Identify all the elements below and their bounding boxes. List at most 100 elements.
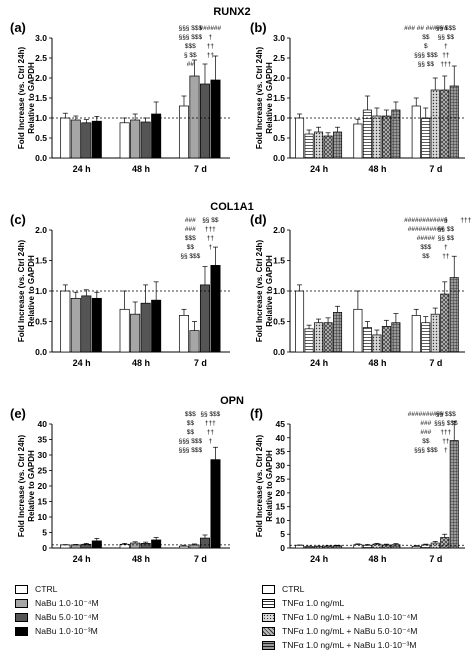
x-tick-label: 48 h bbox=[368, 358, 386, 368]
legend-item: CTRL bbox=[15, 582, 99, 596]
legend-label: NaBu 1.0·10⁻³M bbox=[35, 625, 98, 636]
significance-mark: †† bbox=[442, 253, 450, 260]
bar bbox=[81, 122, 92, 159]
bar bbox=[421, 117, 431, 159]
chart-panel: 0 5 10 15 20 25 30 35 40 45 (f) Fold Increase (vs. … bbox=[250, 406, 465, 564]
chart-panel: 0.0 0.5 1.0 1.5 2.0 (c) Fold Increase (vs. Ctr… bbox=[10, 212, 230, 368]
panel-label: (f) bbox=[250, 406, 263, 421]
significance-mark: †† bbox=[442, 52, 450, 59]
y-tick-label: 25 bbox=[38, 466, 48, 476]
y-tick-label: 20 bbox=[276, 488, 286, 498]
y-tick-label: 2.5 bbox=[35, 53, 47, 63]
bar bbox=[411, 105, 421, 159]
bar bbox=[323, 322, 333, 353]
legend-label: TNFα 1.0 ng/mL + NaBu 5.0·10⁻⁴M bbox=[282, 625, 418, 636]
y-tick-label: 10 bbox=[276, 515, 286, 525]
y-tick-label: 15 bbox=[38, 497, 48, 507]
x-tick-label: 7 d bbox=[429, 554, 442, 564]
legend-left: CTRL NaBu 1.0·10⁻⁴M NaBu 5.0·10⁻⁴M NaBu 1.0… bbox=[15, 582, 99, 638]
significance-mark: † bbox=[444, 43, 448, 50]
bar bbox=[70, 119, 81, 159]
significance-mark: §§ $$ bbox=[202, 217, 219, 224]
legend-item: NaBu 5.0·10⁻⁴M bbox=[15, 610, 99, 624]
legend-swatch bbox=[15, 598, 28, 608]
y-axis-label: Fold Increase (vs. Ctrl 24h) bbox=[255, 435, 264, 538]
significance-mark: †† bbox=[442, 438, 450, 445]
bar bbox=[119, 122, 130, 159]
y-tick-label: 2.0 bbox=[35, 73, 47, 83]
significance-mark: ††† bbox=[440, 429, 451, 436]
bar bbox=[70, 297, 81, 353]
significance-mark: §§§ $$$ bbox=[414, 52, 438, 59]
y-axis-label: Fold Increase (vs. Ctrl 24h) bbox=[17, 240, 26, 343]
bar bbox=[199, 83, 210, 159]
significance-mark: $$ bbox=[187, 420, 195, 427]
y-tick-label: 5 bbox=[280, 529, 285, 539]
x-tick-label: 7 d bbox=[429, 358, 442, 368]
significance-mark: ††† bbox=[205, 420, 216, 427]
panel-label: (e) bbox=[10, 406, 26, 421]
bar bbox=[91, 540, 102, 549]
y-axis-label: Relative to GAPDH bbox=[265, 62, 274, 134]
significance-mark: †† bbox=[207, 429, 215, 436]
y-tick-label: 0.0 bbox=[35, 347, 47, 357]
legend-item: NaBu 1.0·10⁻³M bbox=[15, 624, 99, 638]
bar bbox=[440, 89, 450, 159]
bar bbox=[314, 322, 324, 353]
significance-mark: ### bbox=[420, 420, 431, 427]
bar bbox=[178, 105, 189, 159]
significance-mark: § $$ bbox=[184, 52, 197, 59]
panel-label: (c) bbox=[10, 212, 26, 227]
significance-mark: §§§ $$$ bbox=[179, 34, 203, 41]
significance-mark: ########## bbox=[408, 226, 445, 233]
y-tick-label: 2.0 bbox=[273, 73, 285, 83]
significance-mark: §§§ $$$ bbox=[179, 25, 203, 32]
y-tick-label: 0 bbox=[42, 543, 47, 553]
x-tick-label: 48 h bbox=[132, 554, 150, 564]
significance-mark: $$$ bbox=[185, 43, 196, 50]
bar bbox=[314, 131, 324, 159]
significance-mark: ### bbox=[185, 217, 196, 224]
significance-mark: ### bbox=[420, 429, 431, 436]
x-tick-label: 24 h bbox=[310, 358, 328, 368]
bar bbox=[295, 544, 305, 549]
chart-panel: 0.0 0.5 1.0 1.5 2.0 2.5 3.0 (b) Fold Increase (v… bbox=[250, 20, 465, 174]
y-tick-label: 0.5 bbox=[35, 133, 47, 143]
significance-mark: ## bbox=[187, 61, 195, 68]
bar bbox=[323, 545, 333, 549]
y-tick-label: 0.5 bbox=[273, 133, 285, 143]
legend-right: CTRL TNFα 1.0 ng/mL TNFα 1.0 ng/mL + NaBu … bbox=[262, 582, 417, 652]
section-title-opn: OPN bbox=[220, 395, 244, 407]
bar bbox=[362, 544, 372, 549]
bar bbox=[295, 117, 305, 159]
significance-mark: §§§ $$$ bbox=[179, 447, 203, 454]
y-axis-label: Fold Increase (vs. Ctrl 24h) bbox=[255, 240, 264, 343]
significance-mark: §§ $$$ bbox=[180, 253, 200, 260]
significance-mark: $$ bbox=[422, 253, 430, 260]
significance-mark: $$$ bbox=[185, 411, 196, 418]
y-tick-label: 2.0 bbox=[273, 225, 285, 235]
y-axis-label: Relative to GAPDH bbox=[265, 450, 274, 522]
legend-swatch bbox=[262, 598, 275, 608]
bar bbox=[130, 542, 141, 549]
panel-label: (b) bbox=[250, 20, 267, 35]
y-tick-label: 45 bbox=[276, 419, 286, 429]
bar bbox=[60, 290, 71, 353]
legend-item: TNFα 1.0 ng/mL + NaBu 1.0·10⁻³M bbox=[262, 638, 417, 652]
x-tick-label: 7 d bbox=[194, 358, 207, 368]
bar bbox=[151, 539, 162, 549]
significance-mark: † bbox=[209, 34, 213, 41]
significance-mark: †† bbox=[207, 52, 215, 59]
bar bbox=[391, 109, 401, 159]
y-tick-label: 1.0 bbox=[35, 113, 47, 123]
significance-mark: §§ $$ bbox=[418, 61, 435, 68]
bar bbox=[449, 440, 459, 549]
significance-mark: ††† bbox=[440, 61, 451, 68]
x-tick-label: 24 h bbox=[310, 554, 328, 564]
legend-swatch bbox=[262, 612, 275, 622]
significance-mark: ##### bbox=[417, 235, 435, 242]
chart-panel: 0 5 10 15 20 25 30 35 40 (e) Fold Increase (vs. Ct… bbox=[10, 406, 230, 564]
x-tick-label: 7 d bbox=[194, 554, 207, 564]
x-tick-label: 48 h bbox=[368, 554, 386, 564]
